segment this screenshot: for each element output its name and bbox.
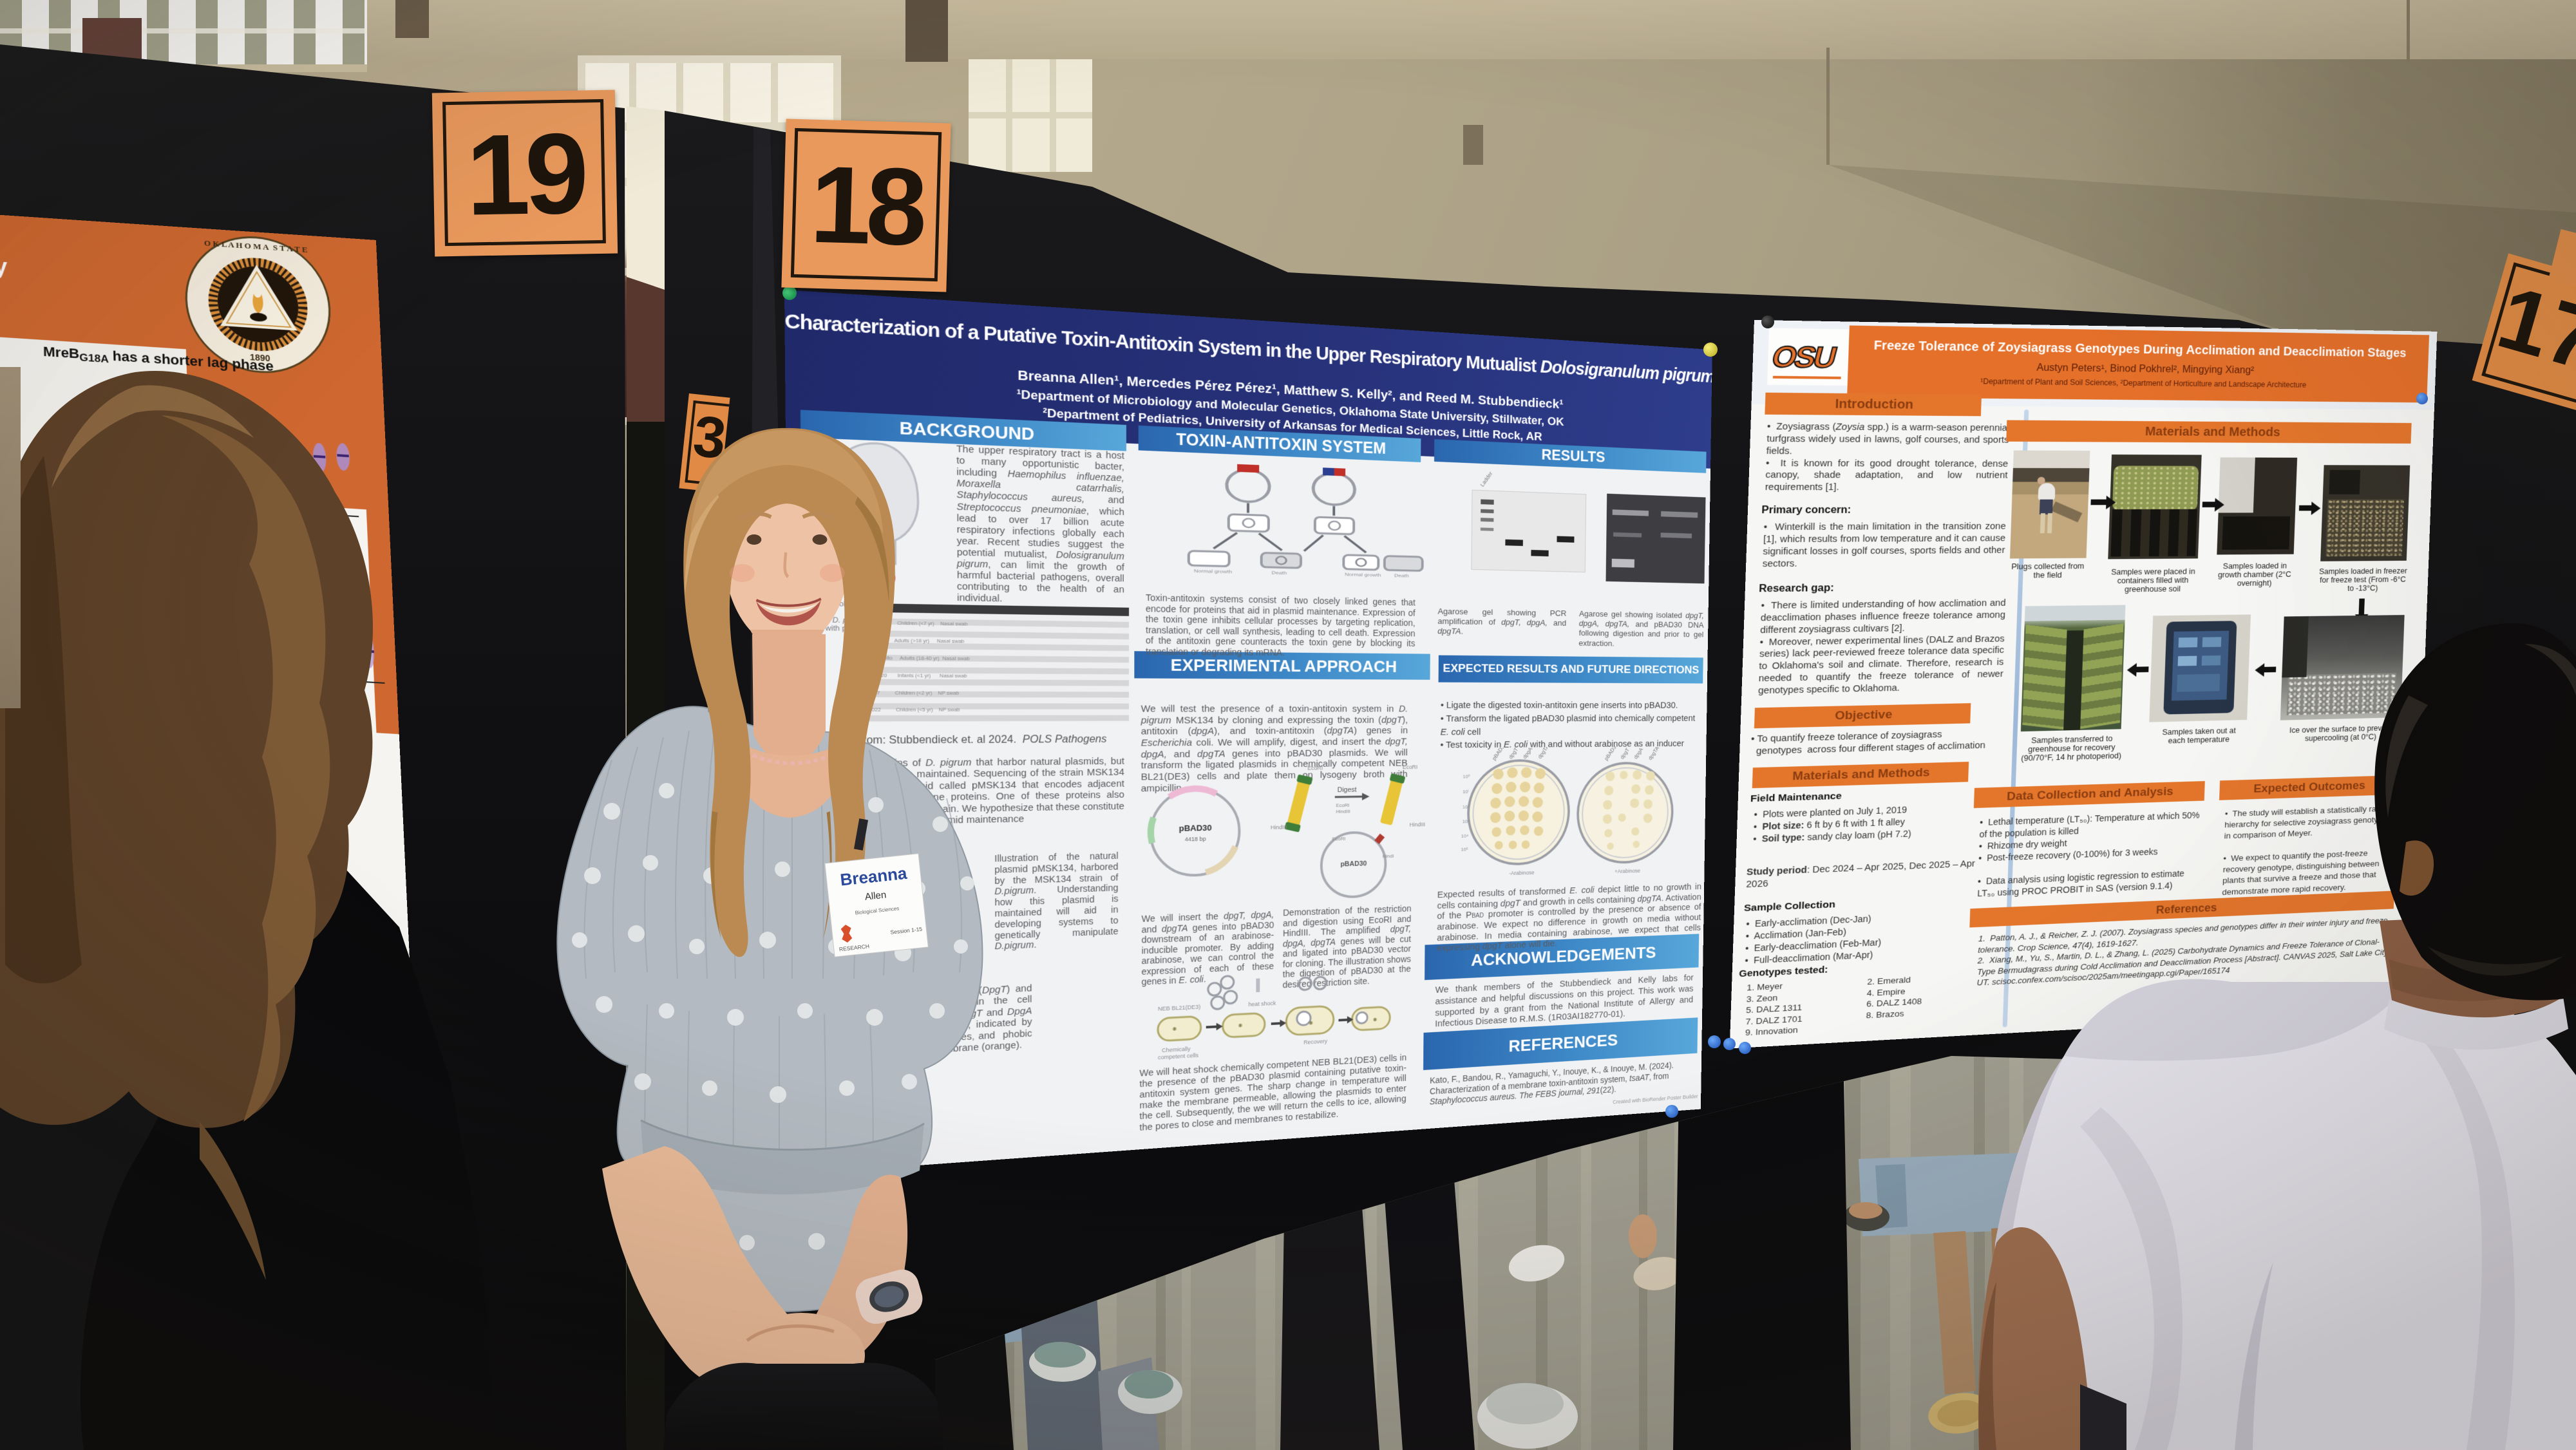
svg-text:dpgA: dpgA [1522,746,1534,760]
svg-text:pBAD30: pBAD30 [1340,860,1367,868]
svg-text:pBAD30: pBAD30 [1492,746,1508,762]
svg-text:HindIII: HindIII [1410,822,1425,828]
svg-text:10²: 10² [1463,804,1470,810]
svg-text:heat shock: heat shock [1248,1001,1276,1008]
svg-text:competent cells: competent cells [1158,1052,1199,1060]
svg-text:🞼: 🞼 [1309,1020,1313,1027]
svg-text:🞼: 🞼 [1373,1016,1378,1023]
svg-text:1890: 1890 [250,352,271,363]
svg-text:10³: 10³ [1463,819,1470,825]
svg-text:dpgT: dpgT [1508,746,1519,760]
svg-text:NEB BL21(DE3): NEB BL21(DE3) [1158,1004,1200,1012]
svg-text:Normal growth: Normal growth [1194,569,1232,574]
svg-text:pBAD30: pBAD30 [1604,746,1619,762]
svg-text:dpgT: dpgT [1620,747,1631,760]
svg-text:🞼: 🞼 [1238,1022,1242,1030]
svg-text:Recovery: Recovery [1303,1039,1327,1046]
svg-text:Death: Death [1271,570,1287,576]
svg-text:-Arabinose: -Arabinose [1509,870,1534,876]
svg-text:10⁴: 10⁴ [1461,833,1468,839]
svg-text:Digest: Digest [1338,786,1357,793]
svg-text:🞼: 🞼 [1172,1026,1177,1033]
svg-text:+Arabinose: +Arabinose [1615,868,1640,874]
svg-text:dpgTA: dpgTA [1647,746,1660,762]
svg-text:Normal growth: Normal growth [1345,572,1381,578]
svg-text:HindIII: HindIII [1336,809,1350,814]
svg-text:Chemically: Chemically [1162,1046,1191,1053]
svg-text:HindIII: HindIII [1383,853,1394,859]
svg-text:dpgA: dpgA [1633,746,1645,760]
svg-text:EcoRI: EcoRI [1403,764,1417,771]
svg-text:pBAD30: pBAD30 [1179,824,1212,833]
svg-text:10⁵: 10⁵ [1461,847,1468,852]
svg-text:HindIII: HindIII [1271,824,1287,831]
svg-text:Death: Death [1394,574,1409,579]
svg-text:Allen: Allen [864,889,887,902]
svg-text:RESEARCH: RESEARCH [838,943,869,952]
svg-text:OSU: OSU [1768,341,1839,374]
svg-text:10ⁱ: 10ⁱ [1463,789,1469,795]
svg-text:EcoRI: EcoRI [1336,803,1350,809]
svg-text:EcoRI: EcoRI [1307,765,1323,771]
svg-text:10⁰: 10⁰ [1463,774,1470,780]
svg-text:dpgTA: dpgTA [1537,746,1551,760]
svg-text:4418 bp: 4418 bp [1185,836,1206,842]
svg-text:EcoRI: EcoRI [1332,836,1345,842]
